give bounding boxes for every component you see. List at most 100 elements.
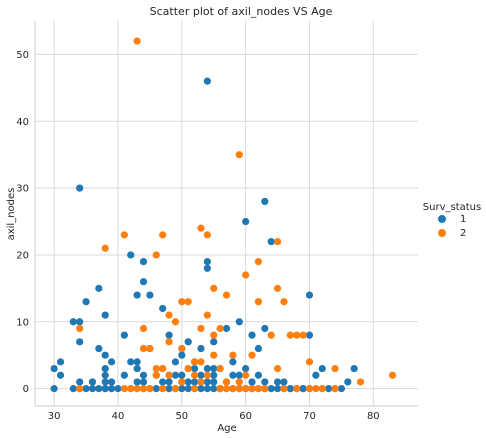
point-series-2 xyxy=(178,298,186,306)
point-series-1 xyxy=(101,378,109,386)
point-series-1 xyxy=(184,338,192,346)
x-tick-label: 50 xyxy=(175,411,188,422)
point-series-1 xyxy=(312,371,320,379)
point-series-1 xyxy=(88,385,97,393)
point-series-1 xyxy=(114,385,122,393)
point-series-2 xyxy=(120,231,128,239)
point-series-2 xyxy=(242,385,250,393)
point-series-1 xyxy=(210,385,218,393)
point-series-1 xyxy=(184,385,192,393)
point-series-2 xyxy=(242,371,250,379)
point-series-2 xyxy=(210,351,218,359)
point-series-1 xyxy=(120,331,128,339)
axis-spines xyxy=(34,21,418,407)
point-series-1 xyxy=(152,385,160,393)
point-series-1 xyxy=(133,291,141,299)
point-series-2 xyxy=(305,358,314,366)
point-series-1 xyxy=(235,318,243,326)
point-series-2 xyxy=(216,324,224,333)
y-tick-label: 30 xyxy=(16,184,29,195)
point-series-2 xyxy=(254,298,263,306)
point-series-2 xyxy=(165,371,173,379)
x-tick-label: 70 xyxy=(303,411,316,422)
point-series-2 xyxy=(165,311,173,319)
point-series-1 xyxy=(88,378,97,386)
x-tick-label: 40 xyxy=(112,411,125,422)
point-series-1 xyxy=(261,197,269,206)
point-series-1 xyxy=(76,318,84,326)
point-series-2 xyxy=(203,231,211,239)
data-points xyxy=(50,37,397,393)
point-series-2 xyxy=(388,371,397,379)
point-series-2 xyxy=(133,37,141,45)
point-series-2 xyxy=(286,331,294,339)
point-series-1 xyxy=(139,378,148,386)
point-series-2 xyxy=(139,385,148,393)
point-series-1 xyxy=(171,358,180,366)
point-series-1 xyxy=(108,378,116,386)
point-series-1 xyxy=(242,364,250,373)
y-tick-label: 10 xyxy=(16,317,29,328)
point-series-1 xyxy=(318,364,326,373)
point-series-1 xyxy=(56,371,65,379)
legend-title: Surv_status xyxy=(423,202,481,213)
point-series-1 xyxy=(165,378,173,386)
point-series-2 xyxy=(242,271,250,279)
point-series-1 xyxy=(56,358,65,366)
point-series-1 xyxy=(197,344,205,353)
point-series-1 xyxy=(165,331,173,339)
point-series-2 xyxy=(280,298,288,306)
x-tick-label: 80 xyxy=(367,411,380,422)
point-series-1 xyxy=(203,364,211,373)
point-series-2 xyxy=(299,331,307,339)
chart-title: Scatter plot of axil_nodes VS Age xyxy=(150,5,333,18)
point-series-1 xyxy=(299,385,307,393)
point-series-1 xyxy=(203,258,211,266)
point-series-2 xyxy=(101,244,109,252)
point-series-1 xyxy=(159,378,167,386)
point-series-2 xyxy=(197,358,205,366)
point-series-2 xyxy=(248,385,256,393)
grid-lines xyxy=(35,21,418,406)
point-series-2 xyxy=(210,284,218,292)
point-series-2 xyxy=(331,364,339,373)
point-series-1 xyxy=(203,264,211,272)
point-series-2 xyxy=(184,298,192,306)
y-tick-label: 0 xyxy=(23,384,29,395)
point-series-1 xyxy=(254,344,263,353)
point-series-1 xyxy=(203,385,211,393)
point-series-1 xyxy=(203,378,211,386)
point-series-2 xyxy=(159,385,167,393)
point-series-2 xyxy=(76,385,84,393)
point-series-1 xyxy=(305,331,314,339)
point-series-2 xyxy=(222,291,231,299)
point-series-2 xyxy=(152,364,160,373)
point-series-1 xyxy=(280,378,288,386)
point-series-1 xyxy=(50,385,58,393)
point-series-1 xyxy=(95,385,103,393)
point-series-1 xyxy=(210,371,218,379)
point-series-1 xyxy=(210,378,218,386)
point-series-2 xyxy=(216,385,224,393)
point-series-1 xyxy=(101,364,109,373)
point-series-1 xyxy=(286,385,294,393)
point-series-1 xyxy=(210,338,218,346)
point-series-1 xyxy=(325,385,333,393)
point-series-1 xyxy=(203,77,211,85)
point-series-1 xyxy=(197,371,205,379)
point-series-1 xyxy=(82,385,90,393)
point-series-2 xyxy=(267,331,275,339)
point-series-1 xyxy=(101,385,109,393)
point-series-1 xyxy=(222,324,231,333)
point-series-2 xyxy=(229,385,237,393)
y-tick-label: 40 xyxy=(16,117,29,128)
point-series-1 xyxy=(261,324,269,333)
point-series-2 xyxy=(273,364,282,373)
point-series-1 xyxy=(76,378,84,386)
point-series-1 xyxy=(344,378,352,386)
legend-label-1: 1 xyxy=(460,214,466,225)
point-series-2 xyxy=(203,311,211,319)
point-series-1 xyxy=(350,364,358,373)
point-series-1 xyxy=(133,378,141,386)
point-series-2 xyxy=(235,378,243,386)
